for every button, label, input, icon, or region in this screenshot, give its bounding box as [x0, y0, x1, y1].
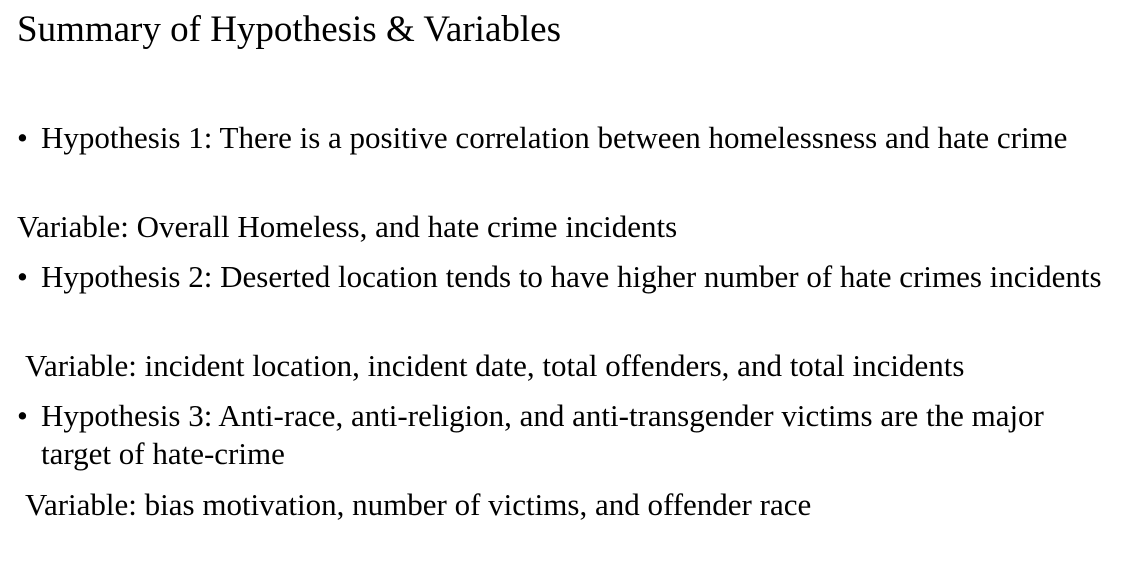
- hypothesis-3-variables: Variable: bias motivation, number of vic…: [25, 487, 812, 522]
- bullet-icon: •: [17, 259, 28, 294]
- hypothesis-2-variables: Variable: incident location, incident da…: [25, 348, 965, 383]
- hypothesis-1: • Hypothesis 1: There is a positive corr…: [17, 119, 1117, 157]
- bullet-icon: •: [17, 398, 28, 433]
- hypothesis-1-text: Hypothesis 1: There is a positive correl…: [41, 120, 1068, 155]
- hypothesis-2-text: Hypothesis 2: Deserted location tends to…: [41, 259, 1102, 294]
- hypothesis-3: • Hypothesis 3: Anti-race, anti-religion…: [17, 397, 1117, 473]
- slide-title: Summary of Hypothesis & Variables: [17, 9, 561, 50]
- hypothesis-2: • Hypothesis 2: Deserted location tends …: [17, 258, 1117, 296]
- hypothesis-1-variables: Variable: Overall Homeless, and hate cri…: [17, 209, 678, 244]
- hypothesis-3-text: Hypothesis 3: Anti-race, anti-religion, …: [41, 398, 1044, 471]
- bullet-icon: •: [17, 120, 28, 155]
